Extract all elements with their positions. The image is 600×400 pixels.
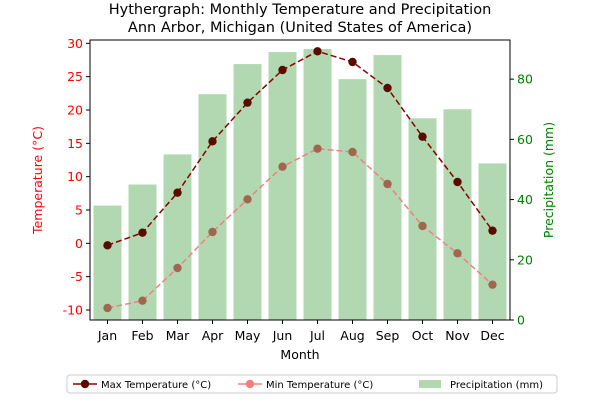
- max-temp-point-aug: [348, 57, 357, 67]
- legend-item-min-temp: Min Temperature (°C): [266, 380, 373, 391]
- min-temp-point-aug: [348, 147, 357, 157]
- legend-item-max-temp: Max Temperature (°C): [101, 380, 211, 391]
- min-temp-point-jul: [313, 144, 322, 153]
- x-axis-label: Month: [280, 347, 319, 362]
- min-temp-point-jun: [278, 162, 287, 171]
- min-temp-point-apr: [208, 227, 217, 237]
- max-temp-point-may: [243, 98, 252, 107]
- precip-bar-nov: [443, 109, 472, 320]
- legend: Max Temperature (°C) Min Temperature (°C…: [66, 374, 558, 394]
- x-tick-label-jul: Jul: [309, 328, 325, 343]
- x-tick-label-mar: Mar: [166, 328, 190, 343]
- min-temp-point-feb: [138, 296, 147, 305]
- x-tick-label-apr: Apr: [202, 328, 224, 343]
- right-tick-label: 20: [517, 252, 533, 267]
- left-tick-label: 25: [67, 69, 83, 84]
- legend-frame: [66, 374, 558, 394]
- left-tick-label: 10: [67, 169, 83, 184]
- max-temp-point-feb: [138, 228, 147, 237]
- min-temp-point-dec: [488, 280, 497, 289]
- min-temp-point-mar: [173, 263, 182, 273]
- right-y-axis-label: Precipitation (mm): [541, 122, 556, 238]
- max-temp-point-oct: [418, 132, 427, 141]
- precip-bar-jun: [268, 52, 297, 321]
- precip-bar-aug: [338, 79, 367, 320]
- precip-bar-oct: [408, 118, 437, 320]
- axes: -10 -5 0 5 10 15 20 25 30 0 20 40 60 80 Jan Feb Mar Apr Ma…: [63, 36, 533, 343]
- left-tick-label: 15: [67, 136, 83, 151]
- legend-min-temp-marker-icon: [245, 379, 255, 389]
- max-temp-point-nov: [453, 177, 462, 187]
- x-tick-label-oct: Oct: [412, 328, 434, 343]
- max-temp-point-jan: [103, 241, 112, 250]
- max-temp-point-dec: [488, 226, 497, 235]
- left-tick-label: 30: [67, 36, 83, 51]
- chart-title-line-2: Ann Arbor, Michigan (United States of Am…: [128, 20, 472, 36]
- legend-item-precipitation: Precipitation (mm): [450, 380, 543, 391]
- x-tick-label-feb: Feb: [131, 328, 153, 343]
- x-tick-label-jun: Jun: [272, 328, 293, 343]
- plot-frame: [89, 39, 511, 321]
- x-tick-label-sep: Sep: [376, 328, 400, 343]
- left-tick-label: 0: [75, 236, 83, 251]
- left-tick-label: -10: [63, 303, 83, 318]
- precip-bar-jul: [303, 49, 332, 320]
- right-tick-label: 0: [517, 313, 525, 328]
- x-tick-label-may: May: [235, 328, 261, 343]
- right-tick-label: 40: [517, 192, 533, 207]
- min-temp-point-jan: [103, 303, 112, 313]
- max-temp-line: [107, 50, 494, 247]
- max-temp-point-mar: [173, 188, 182, 197]
- precip-bar-apr: [198, 94, 227, 321]
- min-temp-point-sep: [383, 179, 392, 189]
- chart-title-line-1: Hythergraph: Monthly Temperature and Pre…: [109, 2, 492, 18]
- temperature-lines: [103, 47, 497, 313]
- left-tick-label: -5: [71, 269, 83, 284]
- right-tick-label: 60: [517, 132, 533, 147]
- right-tick-label: 80: [517, 72, 533, 87]
- min-temp-point-nov: [453, 249, 462, 258]
- x-tick-label-nov: Nov: [445, 328, 470, 343]
- min-temp-line: [107, 147, 494, 309]
- left-y-axis-label: Temperature (°C): [30, 126, 45, 235]
- max-temp-point-jun: [278, 65, 287, 75]
- x-tick-label-dec: Dec: [480, 328, 504, 343]
- left-tick-label: 5: [75, 203, 83, 218]
- left-tick-label: 20: [67, 103, 83, 118]
- legend-precip-swatch-icon: [419, 380, 441, 388]
- min-temp-point-may: [243, 195, 252, 204]
- precip-bar-mar: [163, 154, 192, 320]
- min-temp-point-oct: [418, 221, 427, 231]
- max-temp-point-jul: [313, 47, 322, 56]
- max-temp-point-apr: [208, 137, 217, 146]
- max-temp-point-sep: [383, 83, 392, 93]
- precip-bar-dec: [478, 163, 507, 320]
- precip-bar-jan: [93, 205, 122, 320]
- x-tick-label-aug: Aug: [340, 328, 364, 343]
- precipitation-bars: [93, 49, 507, 321]
- legend-max-temp-marker-icon: [80, 379, 90, 389]
- x-tick-label-jan: Jan: [97, 328, 117, 343]
